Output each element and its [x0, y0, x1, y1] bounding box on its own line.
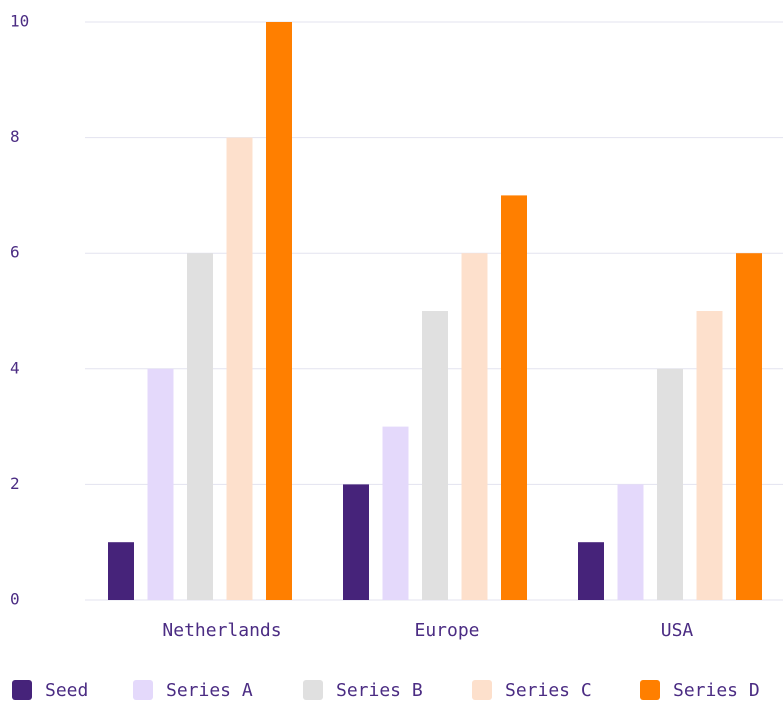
bars — [108, 22, 762, 600]
y-tick-label: 6 — [10, 243, 20, 262]
legend-item-series-d: Series D — [640, 680, 760, 701]
legend-swatch — [472, 680, 492, 700]
legend-item-series-b: Series B — [303, 680, 423, 701]
bar-europe-series-c — [461, 253, 488, 600]
bar-usa-series-b — [657, 368, 683, 600]
bar-netherlands-seed — [108, 542, 134, 600]
bar-europe-series-b — [422, 311, 448, 600]
x-tick-label: Europe — [414, 620, 479, 641]
y-tick-label: 0 — [10, 590, 20, 609]
legend-label: Series D — [673, 680, 760, 701]
legend-item-series-a: Series A — [133, 680, 253, 701]
bar-usa-series-d — [736, 253, 762, 600]
bar-europe-seed — [343, 484, 369, 600]
x-tick-label: Netherlands — [162, 620, 281, 641]
legend-swatch — [640, 680, 660, 700]
legend: Seed Series A Series B Series C Series D — [12, 680, 760, 701]
bar-usa-series-a — [617, 484, 644, 600]
y-tick-label: 8 — [10, 127, 20, 146]
legend-item-seed: Seed — [12, 680, 88, 701]
legend-swatch — [12, 680, 32, 700]
legend-label: Seed — [45, 680, 88, 701]
x-axis-ticks: Netherlands Europe USA — [162, 620, 693, 641]
legend-swatch — [133, 680, 153, 700]
legend-label: Series B — [336, 680, 423, 701]
legend-item-series-c: Series C — [472, 680, 592, 701]
bar-netherlands-series-b — [187, 253, 213, 600]
bar-netherlands-series-c — [226, 137, 253, 600]
bar-netherlands-series-d — [266, 22, 292, 600]
legend-label: Series A — [166, 680, 253, 701]
y-tick-label: 2 — [10, 474, 20, 493]
y-axis-ticks: 0 2 4 6 8 10 — [10, 12, 29, 609]
legend-label: Series C — [505, 680, 592, 701]
y-tick-label: 10 — [10, 12, 29, 31]
y-tick-label: 4 — [10, 358, 20, 377]
bar-usa-series-c — [696, 311, 723, 600]
bar-netherlands-series-a — [147, 368, 174, 600]
x-tick-label: USA — [661, 620, 694, 641]
legend-swatch — [303, 680, 323, 700]
bar-europe-series-d — [501, 195, 527, 600]
bar-europe-series-a — [382, 426, 409, 600]
bar-usa-seed — [578, 542, 604, 600]
